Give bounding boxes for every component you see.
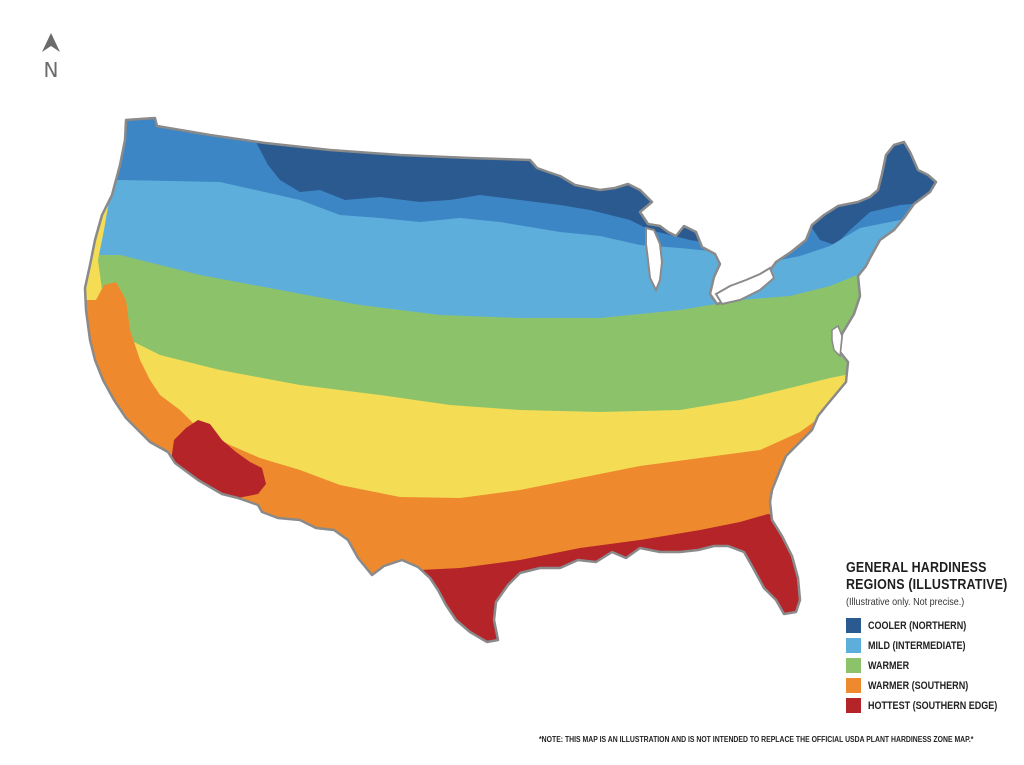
lake-michigan xyxy=(645,226,664,293)
disclaimer-note: *NOTE: THIS MAP IS AN ILLUSTRATION AND I… xyxy=(539,734,974,744)
legend-item: HOTTEST (SOUTHERN EDGE) xyxy=(846,698,1016,713)
legend-item: WARMER (SOUTHERN) xyxy=(846,678,1016,693)
compass: N xyxy=(36,32,66,82)
legend-swatch xyxy=(846,698,861,713)
legend-label: WARMER (SOUTHERN) xyxy=(868,679,969,692)
legend-swatch xyxy=(846,638,861,653)
legend-swatch xyxy=(846,658,861,673)
legend-label: MILD (INTERMEDIATE) xyxy=(868,639,966,652)
legend-title-line1: GENERAL HARDINESS xyxy=(846,560,987,576)
compass-letter: N xyxy=(43,58,59,82)
chesapeake-bay xyxy=(831,324,843,358)
legend-item: WARMER xyxy=(846,658,1016,673)
legend-label: WARMER xyxy=(868,659,910,672)
legend-subtitle: (Illustrative only. Not precise.) xyxy=(846,596,965,608)
legend-item: COOLER (NORTHERN) xyxy=(846,618,1016,633)
legend-title-line2: REGIONS (ILLUSTRATIVE) xyxy=(846,577,1008,593)
lake-erie xyxy=(714,266,776,306)
legend-item: MILD (INTERMEDIATE) xyxy=(846,638,1016,653)
legend-label: HOTTEST (SOUTHERN EDGE) xyxy=(868,699,998,712)
legend-swatch xyxy=(846,618,861,633)
legend: GENERAL HARDINESS REGIONS (ILLUSTRATIVE)… xyxy=(846,560,1016,718)
north-arrow-icon xyxy=(42,33,60,52)
legend-label: COOLER (NORTHERN) xyxy=(868,619,967,632)
legend-swatch xyxy=(846,678,861,693)
